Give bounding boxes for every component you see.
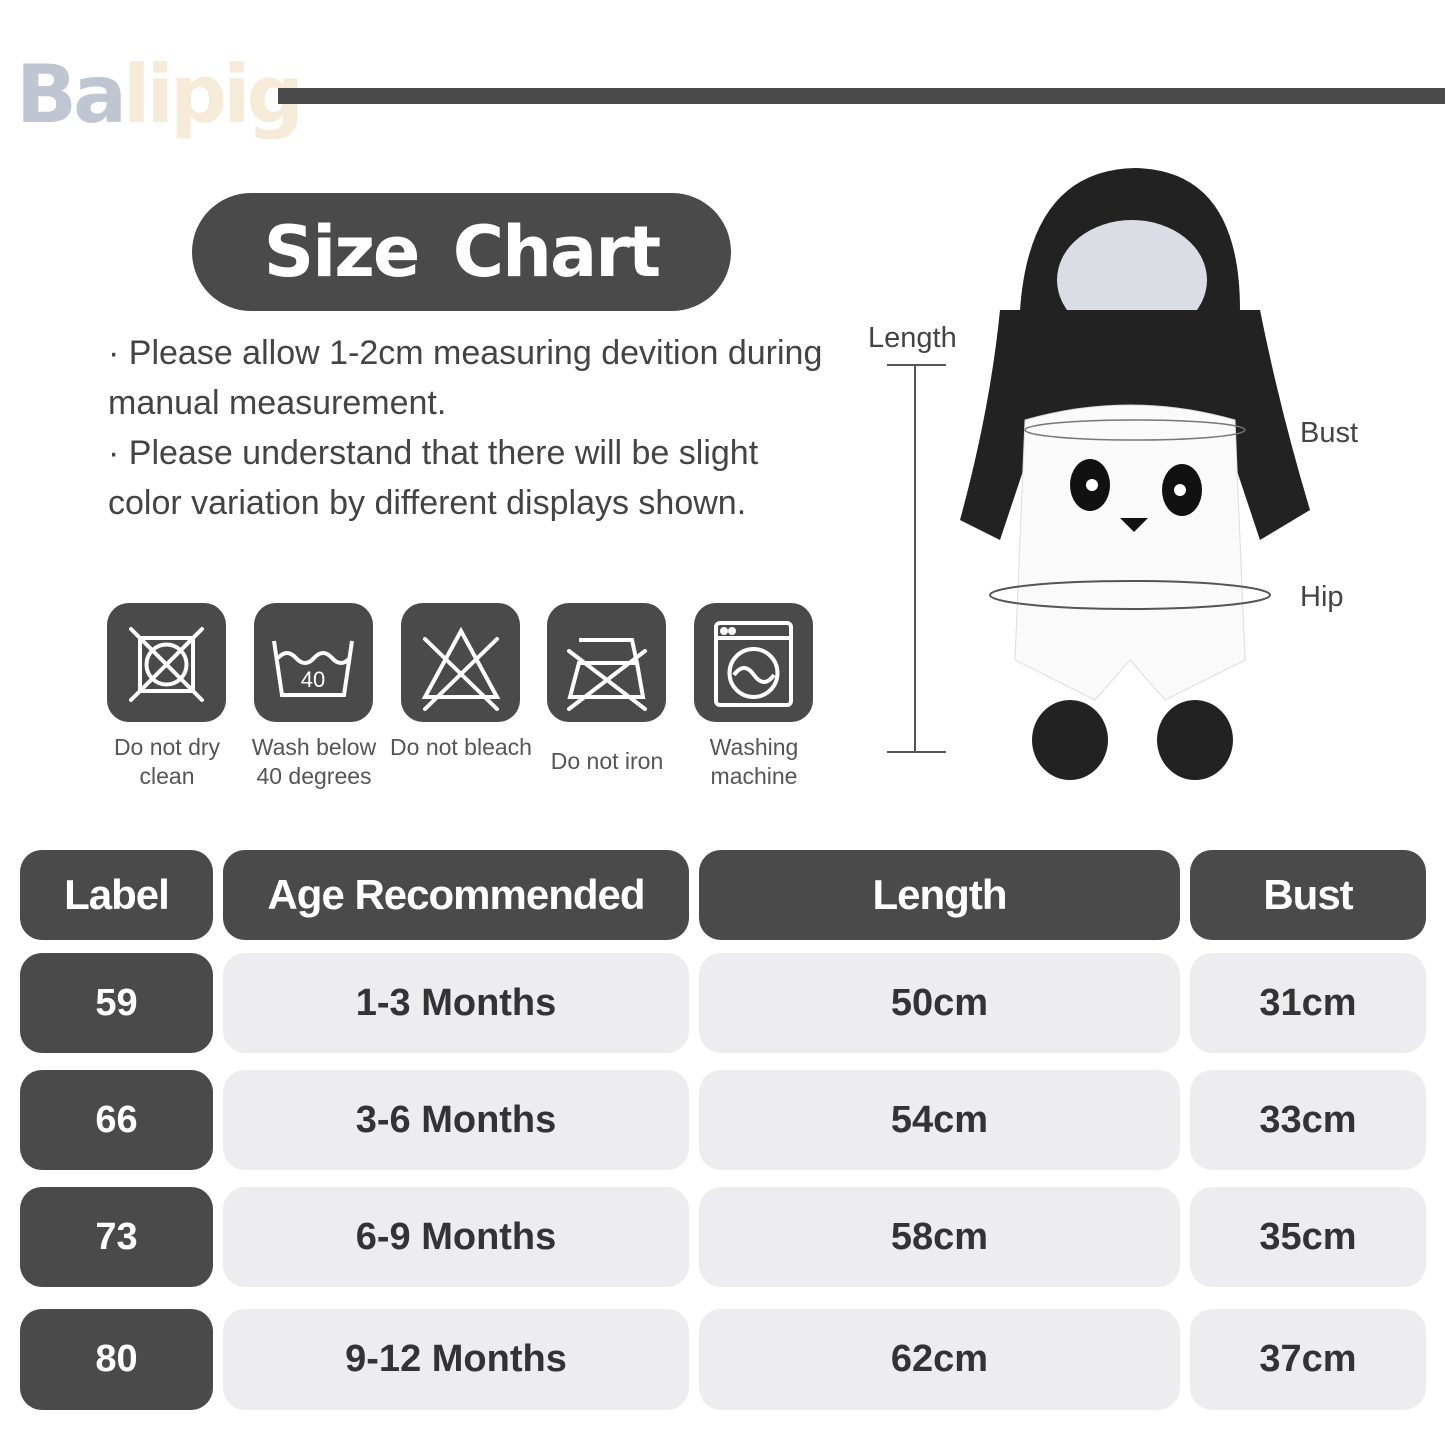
cell-bust: 33cm bbox=[1190, 1070, 1426, 1170]
care-label: Do not bleach bbox=[390, 734, 532, 760]
brand-logo: Balipig bbox=[16, 48, 304, 141]
header-label: Label bbox=[20, 850, 213, 940]
header-age: Age Recommended bbox=[223, 850, 689, 940]
care-label: Do not iron bbox=[550, 748, 664, 774]
note-color: · Please understand that there will be s… bbox=[108, 434, 759, 522]
cell-label: 80 bbox=[20, 1309, 213, 1410]
header-length: Length bbox=[699, 850, 1180, 940]
washing-machine-icon bbox=[694, 603, 813, 722]
no-bleach-icon bbox=[401, 603, 520, 722]
care-label: Washing machine bbox=[709, 734, 799, 789]
cell-bust: 31cm bbox=[1190, 953, 1426, 1053]
header-divider bbox=[278, 88, 1445, 104]
cell-length: 50cm bbox=[699, 953, 1180, 1053]
cell-bust: 37cm bbox=[1190, 1309, 1426, 1410]
care-label: Do not dry clean bbox=[113, 734, 221, 789]
cell-bust: 35cm bbox=[1190, 1187, 1426, 1287]
cell-length: 58cm bbox=[699, 1187, 1180, 1287]
note-deviation: · Please allow 1-2cm measuring devition … bbox=[108, 334, 823, 422]
cell-length: 54cm bbox=[699, 1070, 1180, 1170]
cell-age: 3-6 Months bbox=[223, 1070, 689, 1170]
cell-age: 9-12 Months bbox=[223, 1309, 689, 1410]
hip-measure-label: Hip bbox=[1300, 581, 1344, 613]
no-dry-clean-icon bbox=[107, 603, 226, 722]
page-title: Size Chart bbox=[192, 193, 731, 311]
care-label: Wash below 40 degrees bbox=[251, 734, 377, 789]
cell-age: 1-3 Months bbox=[223, 953, 689, 1053]
cell-label: 66 bbox=[20, 1070, 213, 1170]
logo-part: lipig bbox=[122, 48, 304, 141]
panda-romper-image bbox=[887, 168, 1310, 780]
logo-part: Ba bbox=[16, 48, 127, 141]
bust-measure-label: Bust bbox=[1300, 417, 1359, 449]
cell-label: 59 bbox=[20, 953, 213, 1053]
wash-40-icon: 40 bbox=[254, 603, 373, 722]
no-iron-icon bbox=[547, 603, 666, 722]
cell-age: 6-9 Months bbox=[223, 1187, 689, 1287]
header-bust: Bust bbox=[1190, 850, 1426, 940]
cell-length: 62cm bbox=[699, 1309, 1180, 1410]
svg-text:40: 40 bbox=[301, 667, 325, 692]
cell-label: 73 bbox=[20, 1187, 213, 1287]
length-measure-label: Length bbox=[868, 322, 957, 354]
